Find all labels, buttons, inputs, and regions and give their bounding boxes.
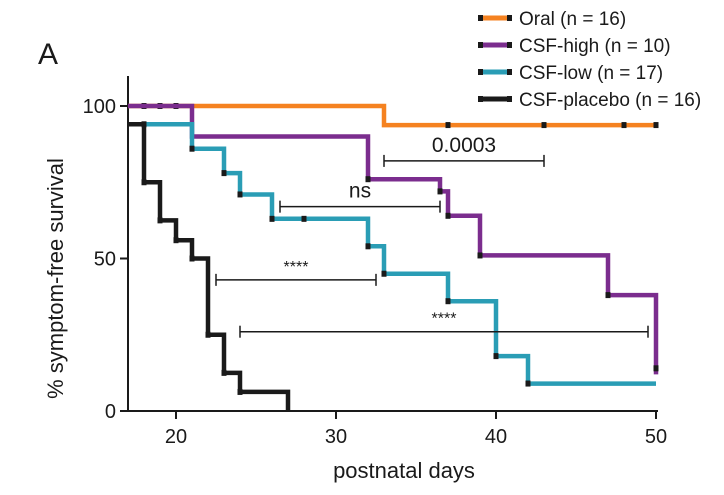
series-layer — [128, 103, 659, 411]
legend-label: CSF-high (n = 10) — [519, 36, 671, 57]
x-tick-label: 30 — [325, 426, 347, 448]
censor-mark — [477, 252, 483, 259]
legend-marker — [507, 96, 512, 102]
x-tick-label: 20 — [165, 426, 187, 448]
significance-bracket: 0.0003 — [383, 134, 545, 167]
significance-bracket: ns — [279, 180, 441, 213]
censor-mark — [237, 191, 243, 198]
survival-line — [128, 103, 659, 375]
legend-label: Oral (n = 16) — [519, 9, 626, 30]
series-csf-high — [128, 103, 659, 375]
x-axis-label: postnatal days — [333, 458, 475, 483]
significance-label: **** — [432, 311, 457, 328]
x-tick-label: 40 — [485, 426, 507, 448]
survival-line — [128, 103, 656, 128]
censor-mark — [189, 145, 195, 152]
censor-mark — [445, 122, 451, 129]
censor-mark — [269, 215, 275, 222]
censor-mark — [541, 122, 547, 129]
censor-mark — [173, 237, 179, 244]
censor-mark — [437, 188, 443, 195]
censor-mark — [653, 122, 659, 129]
y-axis-label: % symptom-free survival — [43, 158, 68, 399]
significance-bracket: **** — [215, 259, 377, 286]
legend-label: CSF-placebo (n = 16) — [519, 90, 701, 111]
y-tick-label: 100 — [83, 96, 116, 118]
legend-marker — [478, 42, 483, 48]
censor-mark — [445, 298, 451, 305]
significance-annotations: 0.0003 ns **** **** — [215, 134, 649, 338]
panel-label: A — [38, 38, 58, 71]
censor-mark — [605, 292, 611, 299]
censor-mark — [445, 212, 451, 219]
censor-mark — [381, 270, 387, 277]
censor-mark — [653, 365, 659, 372]
censor-mark — [301, 215, 307, 222]
censor-mark — [493, 353, 499, 360]
legend-marker — [478, 15, 483, 21]
legend-marker — [507, 15, 512, 21]
significance-label: ns — [349, 180, 371, 203]
censor-mark — [221, 369, 227, 376]
censor-mark — [237, 388, 243, 395]
censor-mark — [365, 176, 371, 183]
legend: Oral (n = 16) CSF-high (n = 10) CSF-low (n… — [478, 9, 701, 111]
series-csf-placebo — [128, 122, 291, 411]
censor-mark — [141, 179, 147, 186]
significance-bracket: **** — [239, 311, 649, 338]
legend-item: CSF-placebo (n = 16) — [478, 90, 701, 111]
survival-line — [128, 122, 291, 411]
legend-marker — [478, 69, 483, 75]
censor-mark — [365, 243, 371, 250]
x-tick-label: 50 — [645, 426, 667, 448]
censor-mark — [157, 217, 163, 224]
legend-item: CSF-low (n = 17) — [478, 63, 663, 84]
survival-line — [128, 122, 656, 386]
legend-marker — [478, 96, 483, 102]
censor-mark — [205, 331, 211, 338]
legend-marker — [507, 69, 512, 75]
y-tick-label: 50 — [94, 249, 116, 271]
censor-mark — [221, 170, 227, 177]
legend-marker — [507, 42, 512, 48]
censor-mark — [621, 122, 627, 129]
censor-mark — [525, 380, 531, 387]
legend-label: CSF-low (n = 17) — [519, 63, 663, 84]
censor-mark — [189, 255, 195, 262]
axes: 20 30 40 50 0 50 100 — [83, 76, 667, 448]
legend-item: CSF-high (n = 10) — [478, 36, 671, 57]
legend-item: Oral (n = 16) — [478, 9, 626, 30]
significance-label: **** — [284, 259, 309, 276]
y-tick-label: 0 — [105, 401, 116, 423]
significance-label: 0.0003 — [432, 134, 496, 157]
